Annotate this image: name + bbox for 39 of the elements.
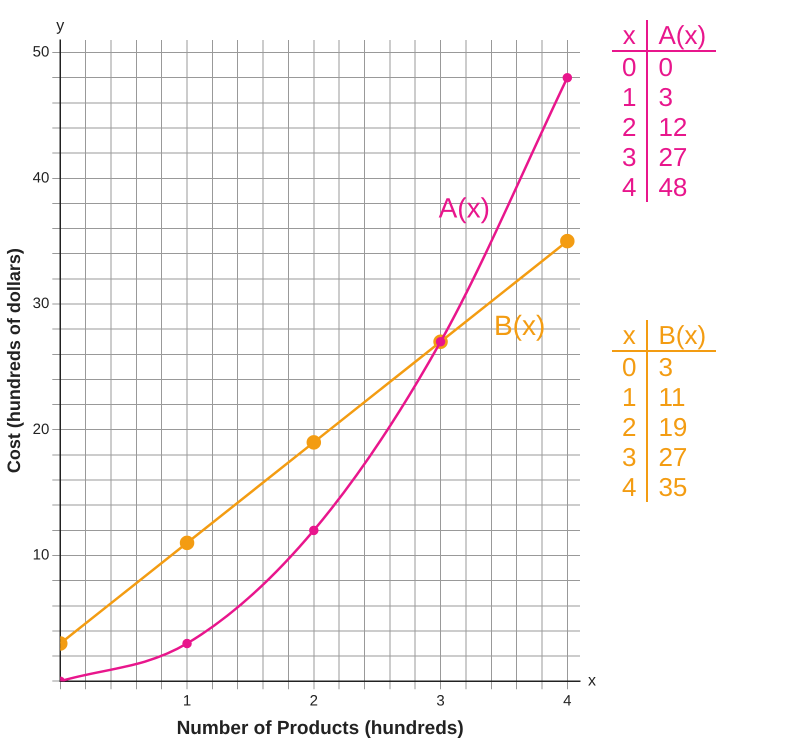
y-tick-label: 50	[32, 44, 50, 61]
text: 2	[612, 412, 648, 442]
text: 1	[612, 382, 648, 412]
text: 48	[657, 172, 688, 202]
y-tick-label: 30	[32, 295, 50, 312]
text: 19	[657, 412, 688, 442]
text: 4	[612, 172, 648, 202]
text: x	[612, 320, 648, 351]
text: 2	[612, 112, 648, 142]
series-label: B(x)	[494, 310, 546, 342]
x-tick-label: 4	[563, 692, 572, 710]
y-tick-label: 40	[32, 169, 50, 186]
text: 3	[612, 442, 648, 472]
x-axis-title: Number of Products (hundreds)	[176, 718, 464, 739]
text: 1	[612, 82, 648, 112]
text: 3	[657, 351, 674, 382]
text: 3	[657, 82, 674, 112]
y-tick-label: 20	[32, 420, 50, 438]
text: 11	[657, 382, 686, 412]
text: 0	[612, 51, 648, 82]
text: 27	[657, 442, 688, 472]
text: 35	[657, 472, 688, 502]
text: 4	[612, 472, 648, 502]
text: A(x)	[647, 20, 716, 51]
text: 12	[657, 112, 688, 142]
text: 0	[612, 351, 648, 382]
x-tick-label: 1	[182, 692, 192, 710]
text: 0	[657, 51, 674, 82]
x-tick-label: 3	[436, 692, 445, 710]
text: 3	[612, 142, 648, 172]
text: 27	[657, 142, 688, 172]
text: y	[56, 17, 64, 34]
x-tick-label: 2	[310, 692, 318, 710]
series-label: A(x)	[438, 192, 490, 224]
y-axis-title: Cost (hundreds of dollars)	[4, 248, 24, 474]
text: B(x)	[647, 320, 716, 351]
text: x	[588, 672, 596, 690]
text: x	[612, 20, 648, 51]
y-tick-label: 10	[32, 546, 50, 564]
